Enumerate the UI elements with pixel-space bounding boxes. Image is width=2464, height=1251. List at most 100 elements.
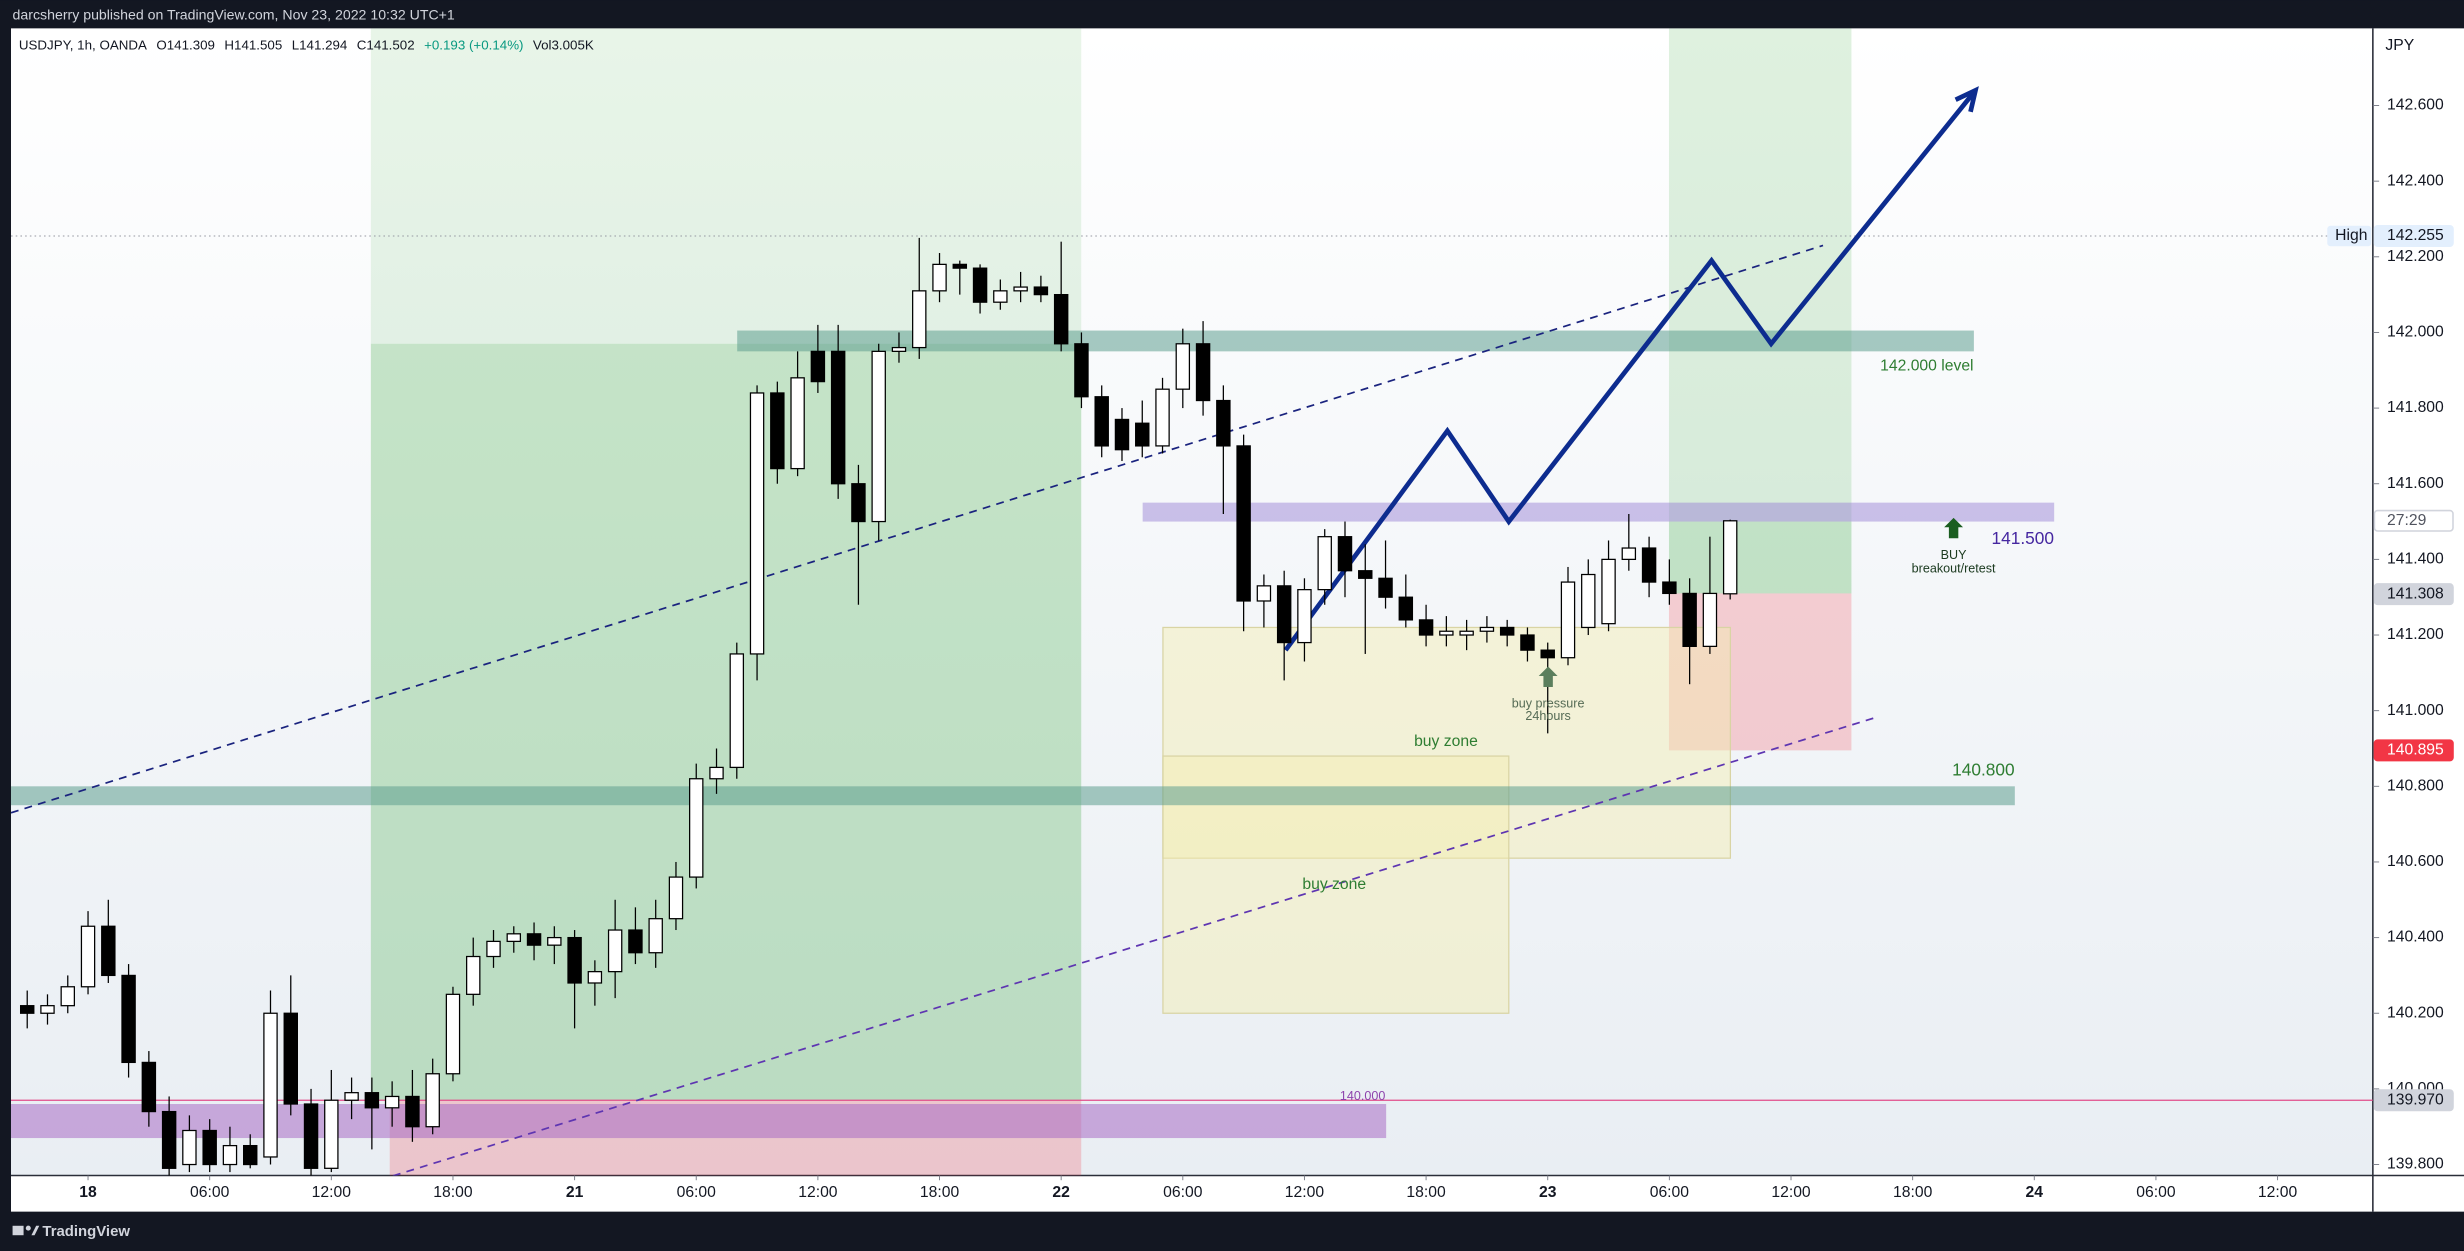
x-tick-label: 06:00 — [190, 1184, 230, 1201]
price-axis-panel — [2372, 28, 2464, 1212]
annotation: 24hours — [1525, 709, 1570, 723]
candle-body — [182, 1129, 197, 1166]
candle-body — [364, 1092, 380, 1109]
candle-body — [1114, 418, 1130, 451]
price-badge — [2373, 509, 2454, 532]
annotation: buy zone — [1414, 733, 1478, 750]
candle-body — [1581, 573, 1596, 629]
candle-body — [607, 929, 623, 973]
candle-body — [749, 392, 765, 655]
y-tick-label: 141.000 — [2387, 702, 2444, 719]
candle-body — [1358, 570, 1373, 579]
axes: 142.600 142.400 142.200 142.000 141.800 141.6… — [79, 97, 2454, 1201]
candle-body — [405, 1095, 420, 1128]
drawing-line — [392, 717, 1874, 1176]
y-tick-label: 141.200 — [2387, 626, 2444, 643]
candle-body — [790, 377, 805, 470]
candle-body — [628, 929, 643, 954]
zone — [1162, 626, 1732, 859]
candle-body — [689, 778, 704, 878]
zone — [11, 1104, 1387, 1139]
x-tick-label: 12:00 — [798, 1184, 838, 1201]
x-tick-label: 18:00 — [1893, 1184, 1933, 1201]
candle-body — [141, 1061, 157, 1113]
candle-body — [567, 936, 582, 984]
zone — [1668, 593, 1852, 751]
annotation: BUY — [1941, 548, 1967, 562]
x-tick-label: 06:00 — [2136, 1184, 2176, 1201]
candle-body — [770, 392, 785, 470]
candle-body — [952, 263, 968, 269]
zone — [370, 343, 1082, 1101]
annotation: 141.500 — [1992, 528, 2054, 548]
candle-body — [1013, 286, 1028, 292]
candle-body — [1439, 630, 1454, 636]
y-tick-label: 139.800 — [2387, 1156, 2444, 1173]
logo-mark — [12, 1225, 24, 1236]
candle-body — [384, 1095, 400, 1109]
candle-body — [324, 1099, 339, 1169]
candle-body — [283, 1012, 299, 1105]
price-badge-label: 142.255 — [2387, 227, 2444, 244]
candle-body — [526, 933, 542, 946]
price-badge-label: 27:29 — [2387, 512, 2426, 529]
candle-body — [1135, 422, 1150, 447]
annotation-arrow — [1944, 517, 1964, 539]
x-tick-label: 23 — [1539, 1184, 1557, 1201]
candle-body — [1702, 592, 1718, 647]
candle-body — [425, 1073, 440, 1128]
price-badge — [2373, 739, 2454, 762]
candle-body — [1641, 547, 1657, 583]
candle-body — [1560, 581, 1576, 659]
x-tick-label: 18:00 — [920, 1184, 960, 1201]
candle-body — [851, 483, 866, 523]
candle-body — [891, 346, 907, 352]
drawing-line — [1283, 88, 1978, 652]
candle-body — [993, 290, 1008, 303]
candle-body — [648, 918, 663, 954]
y-tick-label: 141.600 — [2387, 475, 2444, 492]
candle-body — [1662, 581, 1677, 595]
annotation: 142.000 level — [1880, 358, 1973, 375]
candle-body — [972, 267, 988, 303]
candle-body — [486, 940, 501, 958]
zone — [1668, 28, 1852, 594]
legend-open: O141.309 — [156, 37, 215, 52]
zone — [11, 786, 2015, 806]
legend-change: +0.193 (+0.14%) — [424, 37, 523, 52]
candle-body — [466, 955, 481, 995]
candle-body — [1378, 577, 1393, 598]
y-tick-label: 141.800 — [2387, 399, 2444, 416]
x-tick-label: 21 — [566, 1184, 584, 1201]
x-tick-label: 18:00 — [1406, 1184, 1446, 1201]
legend: USDJPY, 1h, OANDA O141.309 H141.505 L141.29… — [19, 37, 594, 52]
candle-body — [445, 993, 461, 1075]
annotation: breakout/retest — [1912, 562, 1996, 576]
zone — [737, 330, 1974, 352]
candle-body — [547, 936, 562, 946]
footer-text: TradingView — [42, 1223, 130, 1240]
y-tick-label: 140.800 — [2387, 777, 2444, 794]
price-tag — [2327, 225, 2372, 247]
currency-label: JPY — [2385, 37, 2414, 54]
price-badge — [2373, 225, 2454, 248]
annotation: 140.000 — [1340, 1089, 1385, 1103]
price-badge-label: 141.308 — [2387, 585, 2444, 602]
zone — [1142, 502, 2055, 522]
x-tick-label: 12:00 — [2258, 1184, 2298, 1201]
candle-body — [19, 1005, 35, 1014]
candle-body — [121, 974, 136, 1064]
x-tick-label: 06:00 — [1650, 1184, 1690, 1201]
candle-body — [1236, 445, 1251, 602]
candle-body — [222, 1144, 238, 1166]
x-tick-label: 12:00 — [1771, 1184, 1811, 1201]
price-badge — [2373, 1089, 2454, 1112]
candle-body — [912, 290, 927, 349]
candle-body — [1418, 619, 1434, 636]
plot-background — [11, 28, 2373, 1176]
plot: 142.000 level 141.500 140.800 140.000 BUYbre… — [11, 28, 2373, 1176]
candle-body — [1317, 536, 1332, 591]
candle-body — [932, 263, 947, 292]
